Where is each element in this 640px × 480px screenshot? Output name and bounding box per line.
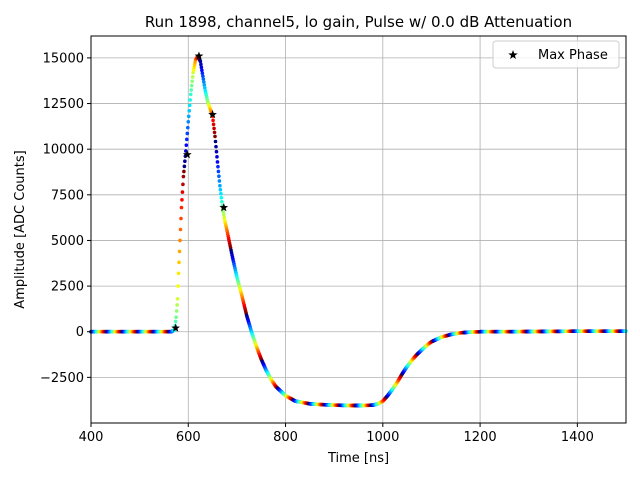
- data-point: [187, 103, 192, 108]
- pulse-data-points: [89, 54, 628, 408]
- data-point: [220, 199, 224, 204]
- data-point: [186, 114, 191, 119]
- data-point: [185, 131, 190, 136]
- data-point: [213, 134, 217, 139]
- x-tick-label: 600: [176, 430, 201, 445]
- y-tick-label: 0: [76, 325, 84, 340]
- y-tick-label: 10000: [43, 143, 84, 158]
- data-point: [179, 205, 184, 210]
- max-phase-star-icon: [219, 202, 229, 212]
- data-point: [176, 284, 180, 288]
- data-point: [199, 62, 203, 67]
- data-point: [173, 319, 178, 324]
- data-point: [215, 155, 219, 159]
- data-point: [189, 83, 194, 88]
- legend-label: Max Phase: [538, 48, 608, 63]
- y-tick-label: 2500: [51, 280, 84, 295]
- data-point: [186, 119, 191, 124]
- data-point: [179, 216, 183, 221]
- data-point: [177, 260, 181, 265]
- data-point: [190, 75, 195, 79]
- x-tick-label: 1000: [366, 430, 399, 445]
- data-point: [188, 92, 193, 97]
- x-tick-label: 400: [79, 430, 104, 445]
- data-point: [200, 71, 205, 76]
- data-point: [180, 198, 184, 202]
- x-tick-label: 1200: [464, 430, 497, 445]
- legend-star-mark: [508, 50, 518, 60]
- data-point: [217, 179, 222, 183]
- data-point: [181, 174, 186, 179]
- data-point: [201, 74, 205, 78]
- axis-ticks: 400 600 800 1000 1200 1400 −2500 0 2500 5000 7500 1…: [40, 51, 594, 445]
- data-point: [203, 86, 207, 90]
- data-point: [212, 126, 216, 131]
- data-point: [176, 271, 181, 276]
- data-point: [178, 227, 183, 232]
- data-point: [189, 88, 193, 92]
- data-point: [213, 139, 218, 144]
- data-point: [178, 238, 182, 243]
- data-point: [185, 137, 189, 142]
- grid-lines: [90, 36, 626, 423]
- y-tick-label: −2500: [40, 371, 84, 386]
- x-axis-title: Time [ns]: [327, 451, 389, 466]
- max-phase-star-icon: [208, 109, 217, 119]
- data-point: [219, 191, 223, 196]
- data-point: [214, 144, 218, 149]
- data-point: [180, 190, 185, 194]
- data-point: [190, 79, 194, 84]
- data-point: [217, 174, 221, 178]
- max-phase-star-icon: [194, 51, 204, 60]
- y-axis-title: Amplitude [ADC Counts]: [13, 150, 28, 308]
- data-point: [199, 65, 204, 70]
- data-point: [202, 83, 207, 87]
- chart-title: Run 1898, channel5, lo gain, Pulse w/ 0.…: [145, 13, 572, 31]
- plot-frame: [90, 35, 627, 424]
- data-point: [175, 297, 180, 301]
- data-point: [222, 215, 227, 220]
- data-point: [183, 159, 187, 164]
- data-point: [211, 118, 215, 123]
- data-point: [184, 143, 189, 147]
- data-point: [221, 212, 226, 217]
- data-point: [174, 309, 179, 313]
- data-point: [187, 109, 192, 113]
- data-point: [214, 149, 219, 154]
- data-point: [181, 182, 185, 187]
- data-point: [185, 125, 190, 130]
- data-point: [177, 249, 182, 254]
- x-tick-label: 1400: [561, 430, 594, 445]
- x-tick-label: 800: [273, 430, 298, 445]
- data-point: [200, 68, 204, 73]
- legend-star-icon: [508, 50, 518, 60]
- data-point: [182, 164, 187, 169]
- data-point: [219, 195, 224, 200]
- data-point: [188, 98, 193, 102]
- data-point: [198, 59, 203, 64]
- y-tick-label: 5000: [51, 234, 84, 249]
- data-point: [202, 80, 206, 84]
- legend-box: [492, 40, 620, 69]
- data-point: [211, 122, 216, 127]
- y-tick-label: 7500: [51, 188, 84, 203]
- legend: Max Phase: [492, 40, 620, 69]
- data-point: [174, 315, 178, 319]
- data-point: [182, 169, 186, 174]
- data-point: [221, 209, 226, 214]
- data-point: [215, 160, 220, 164]
- data-point: [201, 77, 206, 81]
- data-point: [175, 303, 179, 307]
- data-point: [218, 183, 222, 188]
- max-phase-markers: [171, 51, 229, 332]
- y-tick-label: 12500: [43, 97, 84, 112]
- max-phase-star-icon: [182, 150, 192, 159]
- data-point: [218, 187, 223, 192]
- y-tick-label: 15000: [43, 51, 84, 66]
- max-phase-star-icon: [171, 323, 180, 332]
- data-point: [216, 169, 221, 174]
- data-point: [216, 164, 220, 169]
- data-point: [212, 130, 217, 135]
